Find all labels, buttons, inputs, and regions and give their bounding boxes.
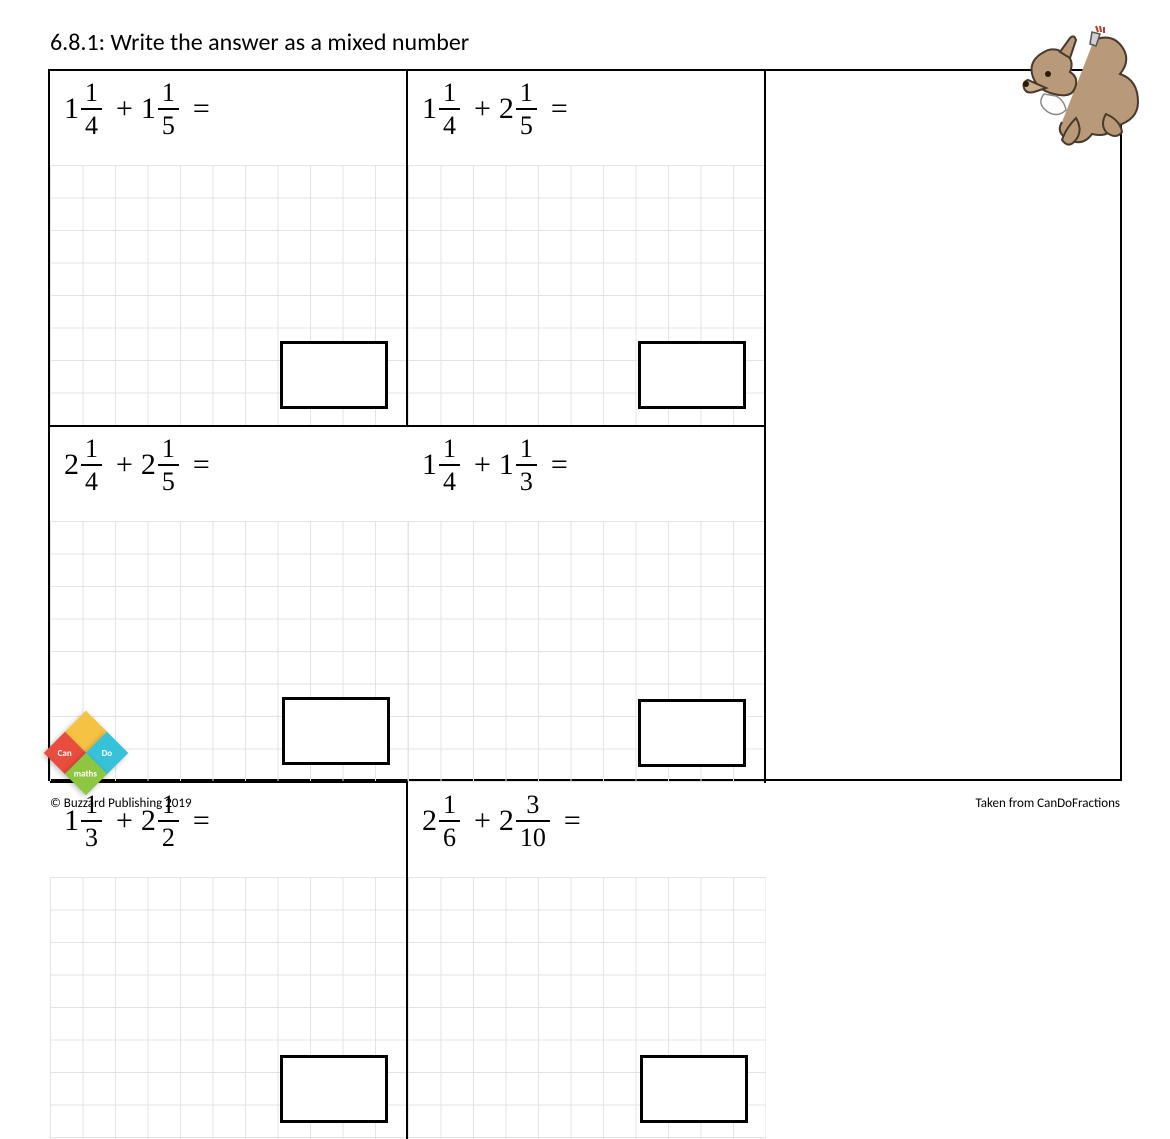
fraction: 14 — [439, 79, 460, 140]
cando-logo: Can Do maths — [50, 717, 122, 789]
whole-number: 2 — [499, 94, 516, 124]
whole-number: 1 — [422, 450, 439, 480]
denominator: 5 — [516, 108, 537, 139]
numerator: 1 — [81, 435, 102, 464]
fraction: 15 — [158, 435, 179, 496]
whole-number: 2 — [141, 450, 158, 480]
whole-number: 1 — [499, 450, 516, 480]
footer-copyright: © Buzzard Publishing 2019 — [50, 796, 192, 811]
equals-sign: = — [193, 94, 210, 124]
whole-number: 2 — [64, 450, 81, 480]
plus-sign: + — [116, 450, 133, 480]
plus-sign: + — [474, 806, 491, 836]
fraction: 14 — [81, 79, 102, 140]
problem-expression: 216+2310= — [408, 783, 766, 877]
whole-number: 1 — [422, 94, 439, 124]
denominator: 4 — [81, 108, 102, 139]
logo-text-right: Do — [102, 747, 113, 758]
fraction: 16 — [439, 791, 460, 852]
problem-cell: 216+2310= — [408, 783, 766, 1139]
plus-sign: + — [474, 94, 491, 124]
answer-box[interactable] — [280, 1055, 388, 1123]
plus-sign: + — [474, 450, 491, 480]
numerator: 1 — [439, 79, 460, 108]
problem-cell: 114+115= — [50, 71, 408, 427]
answer-box[interactable] — [638, 341, 746, 409]
answer-box[interactable] — [638, 699, 746, 767]
denominator: 4 — [439, 108, 460, 139]
equals-sign: = — [551, 94, 568, 124]
numerator: 3 — [522, 791, 543, 820]
whole-number: 2 — [499, 806, 516, 836]
equals-sign: = — [193, 806, 210, 836]
equals-sign: = — [193, 450, 210, 480]
work-area — [50, 877, 406, 1139]
fraction: 15 — [158, 79, 179, 140]
problem-expression: 114+115= — [50, 71, 406, 165]
numerator: 1 — [158, 435, 179, 464]
denominator: 2 — [158, 820, 179, 851]
problem-expression: 214+215= — [50, 427, 408, 521]
page-title: 6.8.1: Write the answer as a mixed numbe… — [50, 28, 1122, 57]
numerator: 1 — [81, 79, 102, 108]
whole-number: 1 — [141, 94, 158, 124]
logo-text-bottom: maths — [74, 768, 97, 779]
denominator: 5 — [158, 464, 179, 495]
numerator: 1 — [439, 791, 460, 820]
problem-expression: 114+215= — [408, 71, 764, 165]
answer-box[interactable] — [280, 341, 388, 409]
footer-source: Taken from CanDoFractions — [975, 796, 1120, 811]
work-area — [408, 165, 764, 425]
problem-grid: 114+115=114+215=214+215=114+113=113+212=… — [48, 69, 1122, 781]
plus-sign: + — [116, 94, 133, 124]
problem-cell: 114+215= — [408, 71, 766, 427]
denominator: 3 — [516, 464, 537, 495]
problem-cell: 114+113= — [408, 427, 766, 783]
mascot-illustration — [1014, 22, 1144, 152]
fraction: 14 — [439, 435, 460, 496]
fraction: 310 — [516, 791, 550, 852]
logo-text-left: Can — [58, 747, 72, 758]
work-area — [50, 165, 406, 425]
worksheet-page: 6.8.1: Write the answer as a mixed numbe… — [0, 0, 1170, 827]
problem-cell: 113+212= — [50, 783, 408, 1139]
numerator: 1 — [516, 435, 537, 464]
numerator: 1 — [158, 79, 179, 108]
problem-expression: 114+113= — [408, 427, 764, 521]
numerator: 1 — [439, 435, 460, 464]
equals-sign: = — [551, 450, 568, 480]
denominator: 10 — [516, 820, 550, 851]
whole-number: 1 — [64, 94, 81, 124]
work-area — [408, 521, 764, 783]
denominator: 4 — [439, 464, 460, 495]
denominator: 3 — [81, 820, 102, 851]
fraction: 15 — [516, 79, 537, 140]
fraction: 13 — [516, 435, 537, 496]
denominator: 6 — [439, 820, 460, 851]
answer-box[interactable] — [282, 697, 390, 765]
denominator: 4 — [81, 464, 102, 495]
work-area — [408, 877, 766, 1139]
numerator: 1 — [516, 79, 537, 108]
equals-sign: = — [564, 806, 581, 836]
answer-box[interactable] — [640, 1055, 748, 1123]
whole-number: 2 — [422, 806, 439, 836]
denominator: 5 — [158, 108, 179, 139]
fraction: 14 — [81, 435, 102, 496]
